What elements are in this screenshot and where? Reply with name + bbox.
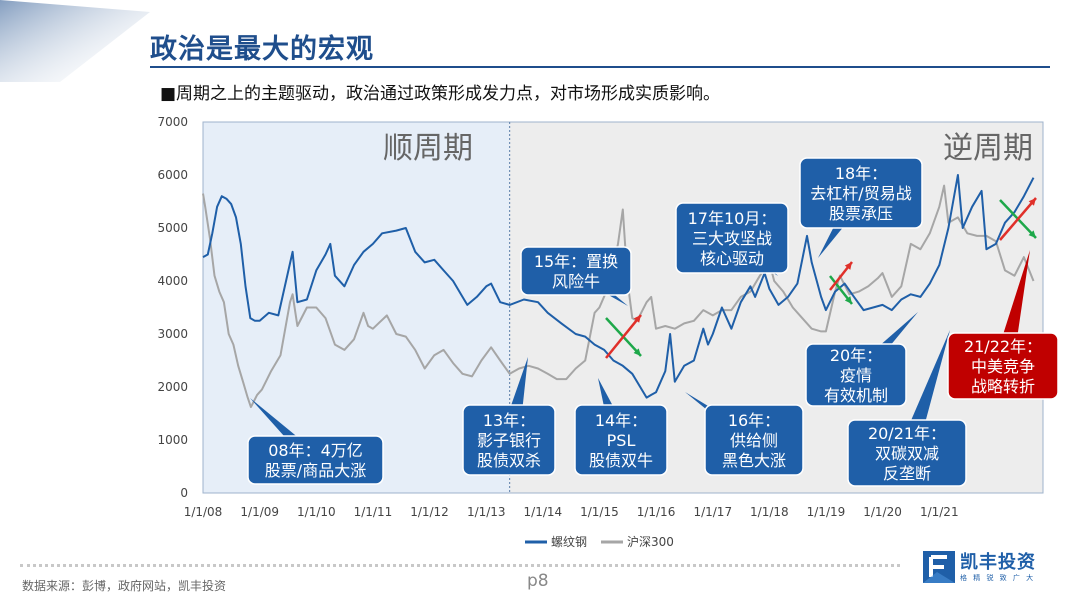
callout-text: 17年10月： bbox=[688, 209, 777, 228]
up-arrow-icon-head bbox=[844, 262, 852, 270]
callout-text: 股票/商品大涨 bbox=[265, 461, 366, 480]
footer-divider bbox=[20, 564, 900, 567]
series-line bbox=[202, 174, 1035, 399]
callout-text: 供给侧 bbox=[730, 431, 778, 450]
callout-text: 14年： bbox=[595, 411, 647, 430]
callout-text: 股债双牛 bbox=[589, 451, 653, 470]
y-tick-label: 7000 bbox=[157, 115, 188, 129]
callout-text: 股票承压 bbox=[829, 204, 893, 223]
callout-text: 20年： bbox=[830, 346, 882, 365]
x-tick-label: 1/1/09 bbox=[240, 505, 279, 519]
up-arrow-icon bbox=[999, 197, 1037, 241]
callout-text: 13年： bbox=[483, 411, 535, 430]
logo-name: 凯丰投资 bbox=[960, 552, 1036, 573]
callout-text: PSL bbox=[607, 431, 636, 450]
legend-label: 螺纹钢 bbox=[551, 535, 587, 549]
region-label: 顺周期 bbox=[383, 131, 473, 166]
legend-label: 沪深300 bbox=[627, 535, 674, 549]
y-tick-label: 4000 bbox=[157, 274, 188, 288]
callout-text: 影子银行 bbox=[477, 431, 541, 450]
callout-text: 去杠杆/贸易战 bbox=[810, 184, 911, 203]
company-logo: 凯丰投资 格 精 锐 致 广 大 bbox=[922, 548, 1062, 588]
logo-slogan: 格 精 锐 致 广 大 bbox=[960, 574, 1036, 582]
x-tick-label: 1/1/13 bbox=[467, 505, 506, 519]
callout-text: 20/21年： bbox=[868, 424, 946, 443]
callout-box bbox=[704, 404, 804, 476]
y-tick-label: 1000 bbox=[157, 433, 188, 447]
x-tick-label: 1/1/18 bbox=[750, 505, 789, 519]
callout-box bbox=[462, 404, 556, 476]
corner-decoration bbox=[0, 0, 150, 82]
callout-text: 核心驱动 bbox=[700, 249, 764, 268]
y-tick-label: 2000 bbox=[157, 380, 188, 394]
x-tick-label: 1/1/17 bbox=[693, 505, 732, 519]
callout-text: 股债双杀 bbox=[477, 451, 541, 470]
callout-box bbox=[805, 343, 907, 407]
callout-text: 有效机制 bbox=[824, 386, 888, 405]
callout-box bbox=[799, 157, 923, 229]
callout-text: 18年： bbox=[835, 164, 887, 183]
callout-text: 双碳双减 bbox=[875, 444, 939, 463]
up-arrow-icon-head bbox=[633, 315, 641, 323]
x-tick-label: 1/1/12 bbox=[410, 505, 449, 519]
callout-text: 风险牛 bbox=[552, 272, 600, 291]
x-tick-label: 1/1/14 bbox=[524, 505, 563, 519]
data-source: 数据来源：彭博，政府网站，凯丰投资 bbox=[22, 579, 227, 593]
logo-mark-icon bbox=[923, 551, 955, 583]
x-tick-label: 1/1/20 bbox=[863, 505, 902, 519]
callout-text: 黑色大涨 bbox=[722, 451, 786, 470]
callout-text: 反垄断 bbox=[883, 464, 931, 483]
title-underline bbox=[150, 66, 1050, 68]
callout-box bbox=[947, 332, 1059, 400]
down-arrow-icon-head bbox=[633, 348, 641, 356]
callout-text: 三大攻坚战 bbox=[692, 229, 772, 248]
callout-text: 中美竞争 bbox=[971, 357, 1035, 376]
x-tick-label: 1/1/10 bbox=[297, 505, 336, 519]
y-tick-label: 5000 bbox=[157, 221, 188, 235]
x-tick-label: 1/1/11 bbox=[354, 505, 393, 519]
x-tick-label: 1/1/08 bbox=[184, 505, 223, 519]
y-tick-label: 6000 bbox=[157, 168, 188, 182]
y-tick-label: 0 bbox=[180, 486, 188, 500]
up-arrow-icon-head bbox=[1028, 198, 1036, 206]
callout-text: 战略转折 bbox=[971, 377, 1035, 396]
x-tick-label: 1/1/21 bbox=[920, 505, 959, 519]
page-title: 政治是最大的宏观 bbox=[150, 34, 374, 65]
up-arrow-icon bbox=[605, 314, 642, 359]
callout-box bbox=[247, 435, 384, 485]
callout-text: 15年：置换 bbox=[534, 252, 618, 271]
page-subtitle: ■周期之上的主题驱动，政治通过政策形成发力点，对市场形成实质影响。 bbox=[160, 84, 721, 104]
callout-box bbox=[574, 404, 668, 476]
callout-box bbox=[520, 246, 632, 296]
callout-text: 疫情 bbox=[840, 366, 872, 385]
page-number: p8 bbox=[527, 571, 549, 591]
callout-box bbox=[675, 202, 789, 274]
plot-frame bbox=[202, 121, 1044, 494]
x-tick-label: 1/1/16 bbox=[637, 505, 676, 519]
region-label: 逆周期 bbox=[943, 131, 1033, 166]
x-tick-label: 1/1/19 bbox=[807, 505, 846, 519]
down-arrow-icon-head bbox=[1028, 230, 1036, 238]
callout-text: 21/22年： bbox=[964, 337, 1042, 356]
down-arrow-icon-head bbox=[844, 296, 852, 304]
steel-vs-hs300-chart: 顺周期 逆周期 0 1000 2000 3000 4000 5000 6000 7000 1/1/0… bbox=[157, 115, 1059, 549]
x-tick-label: 1/1/15 bbox=[580, 505, 619, 519]
callout-text: 08年：4万亿 bbox=[268, 441, 363, 460]
callout-box bbox=[847, 419, 967, 487]
y-tick-label: 3000 bbox=[157, 327, 188, 341]
region-bg bbox=[203, 122, 510, 493]
series-line bbox=[202, 184, 1035, 409]
callout-text: 16年： bbox=[728, 411, 780, 430]
